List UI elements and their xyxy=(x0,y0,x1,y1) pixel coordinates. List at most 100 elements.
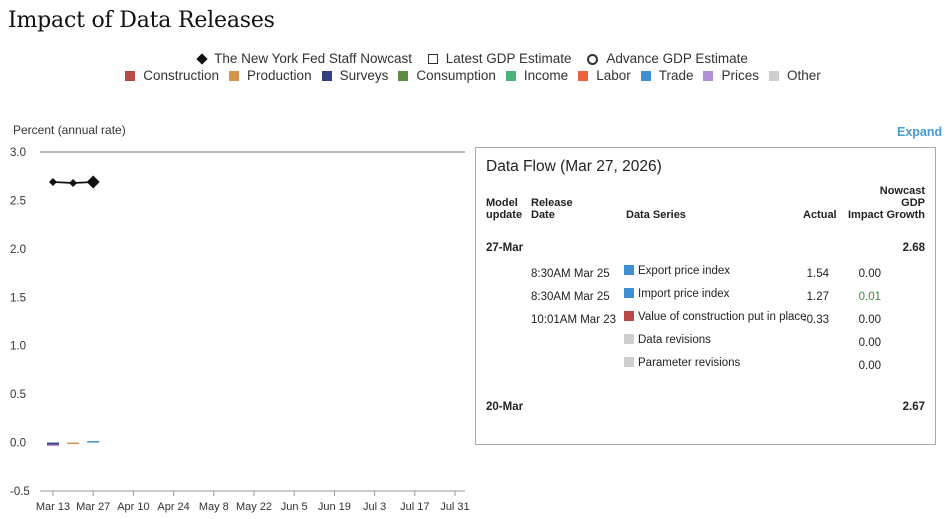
y-tick-label: -0.5 xyxy=(10,486,30,498)
header-nowcast: Nowcast GDP Growth xyxy=(879,185,925,221)
category-swatch xyxy=(624,357,634,367)
legend-item-production[interactable]: Production xyxy=(229,68,312,83)
series-name: Export price index xyxy=(638,265,731,277)
legend-item-labor[interactable]: Labor xyxy=(578,68,631,83)
release-time: 8:30AM Mar 25 xyxy=(531,291,610,303)
impact-value: 0.00 xyxy=(858,337,881,349)
y-tick-label: 0.0 xyxy=(10,438,26,450)
impact-bar xyxy=(47,444,59,447)
actual-value: -0.33 xyxy=(802,314,829,326)
legend-item-surveys[interactable]: Surveys xyxy=(321,68,388,83)
legend-item-income[interactable]: Income xyxy=(505,68,569,83)
y-tick-label: 3.0 xyxy=(10,147,26,159)
x-tick-label: Jun 19 xyxy=(318,501,351,513)
y-tick-label: 1.5 xyxy=(10,292,26,304)
category-swatch xyxy=(624,288,634,298)
legend-label: Construction xyxy=(143,68,220,83)
actual-value: 1.27 xyxy=(806,291,829,303)
header-release-date: Release Date xyxy=(531,197,573,221)
y-tick-label: 1.0 xyxy=(10,341,26,353)
x-tick-label: May 22 xyxy=(236,501,272,513)
legend-swatch xyxy=(321,71,332,81)
header-data-series: Data Series xyxy=(626,209,686,221)
legend-item-consumption[interactable]: Consumption xyxy=(398,68,496,83)
x-tick-label: Jun 5 xyxy=(281,501,308,513)
legend-label: Prices xyxy=(721,68,759,83)
legend-swatch xyxy=(578,71,589,81)
legend-swatch xyxy=(125,71,136,81)
series-name: Import price index xyxy=(638,288,730,300)
legend-label: Consumption xyxy=(416,68,496,83)
category-swatch xyxy=(624,334,634,344)
legend-swatch xyxy=(769,71,779,81)
y-axis-title: Percent (annual rate) xyxy=(13,123,126,137)
nowcast-point xyxy=(86,175,100,189)
y-tick-label: 2.5 xyxy=(10,195,26,207)
legend-item-latest-gdp[interactable]: Latest GDP Estimate xyxy=(427,50,572,66)
legend-label: The New York Fed Staff Nowcast xyxy=(214,50,412,66)
data-series: Import price index xyxy=(624,288,729,300)
legend-item-construction[interactable]: Construction xyxy=(125,68,219,83)
x-tick-label: Jul 17 xyxy=(400,501,429,513)
legend-label: Trade xyxy=(658,68,694,83)
category-swatch xyxy=(624,311,634,321)
x-tick-label: Apr 10 xyxy=(117,501,149,513)
y-tick-label: 2.0 xyxy=(10,244,26,256)
legend-swatch xyxy=(229,71,240,81)
data-flow-panel: Data Flow (Mar 27, 2026) Model update Rel… xyxy=(475,147,936,445)
impact-value: 0.00 xyxy=(858,268,881,280)
data-flow-title: Data Flow (Mar 27, 2026) xyxy=(486,158,662,175)
category-swatch xyxy=(624,265,634,275)
legend-swatch xyxy=(505,71,516,81)
legend-item-trade[interactable]: Trade xyxy=(640,68,694,83)
data-series: Export price index xyxy=(624,265,730,277)
header-actual: Actual xyxy=(803,209,837,221)
legend-label: Latest GDP Estimate xyxy=(445,50,572,66)
legend-swatch xyxy=(640,71,651,81)
legend-item-prices[interactable]: Prices xyxy=(703,68,759,83)
x-tick-label: Mar 27 xyxy=(76,501,110,513)
actual-value: 1.54 xyxy=(806,268,829,280)
circle-icon xyxy=(587,53,599,65)
impact-value: 0.01 xyxy=(858,291,881,303)
nowcast-value: 2.68 xyxy=(902,242,925,254)
header-impact: Impact xyxy=(848,209,884,221)
x-tick-label: May 8 xyxy=(199,501,229,513)
nowcast-point xyxy=(49,178,57,187)
series-name: Data revisions xyxy=(638,334,711,346)
x-tick-label: Mar 13 xyxy=(36,501,70,513)
legend-label: Production xyxy=(247,68,312,83)
x-tick-label: Jul 31 xyxy=(440,501,469,513)
impact-bar xyxy=(87,441,100,443)
data-series: Parameter revisions xyxy=(624,357,740,369)
chart-title: Impact of Data Releases xyxy=(8,8,275,33)
category-legend: Construction Production Surveys Consumption… xyxy=(0,68,946,83)
impact-bar xyxy=(67,442,80,445)
x-tick-label: Jul 3 xyxy=(363,501,386,513)
release-time: 8:30AM Mar 25 xyxy=(531,268,610,280)
release-time: 10:01AM Mar 23 xyxy=(531,314,617,326)
model-update-date: 27-Mar xyxy=(486,242,524,254)
legend-label: Other xyxy=(787,68,821,83)
nowcast-point xyxy=(69,178,78,187)
series-name: Value of construction put in place xyxy=(638,311,807,323)
expand-link[interactable]: Expand xyxy=(897,125,943,139)
square-icon xyxy=(427,54,438,65)
y-tick-label: 0.5 xyxy=(10,389,26,401)
legend-item-advance-gdp[interactable]: Advance GDP Estimate xyxy=(587,51,748,66)
legend-item-nowcast[interactable]: The New York Fed Staff Nowcast xyxy=(196,50,412,66)
data-series: Data revisions xyxy=(624,334,711,346)
legend-label: Advance GDP Estimate xyxy=(606,50,748,66)
header-model-update: Model update xyxy=(486,197,523,221)
legend-label: Income xyxy=(523,68,569,83)
impact-bar xyxy=(47,442,59,445)
series-name: Parameter revisions xyxy=(638,357,741,369)
impact-value: 0.00 xyxy=(858,360,881,372)
legend-swatch xyxy=(398,71,409,81)
data-series: Value of construction put in place xyxy=(624,311,807,323)
legend-label: Labor xyxy=(596,68,631,83)
series-legend: The New York Fed Staff Nowcast Latest GD… xyxy=(0,50,946,66)
legend-swatch xyxy=(703,71,714,81)
legend-item-other[interactable]: Other xyxy=(769,68,821,83)
